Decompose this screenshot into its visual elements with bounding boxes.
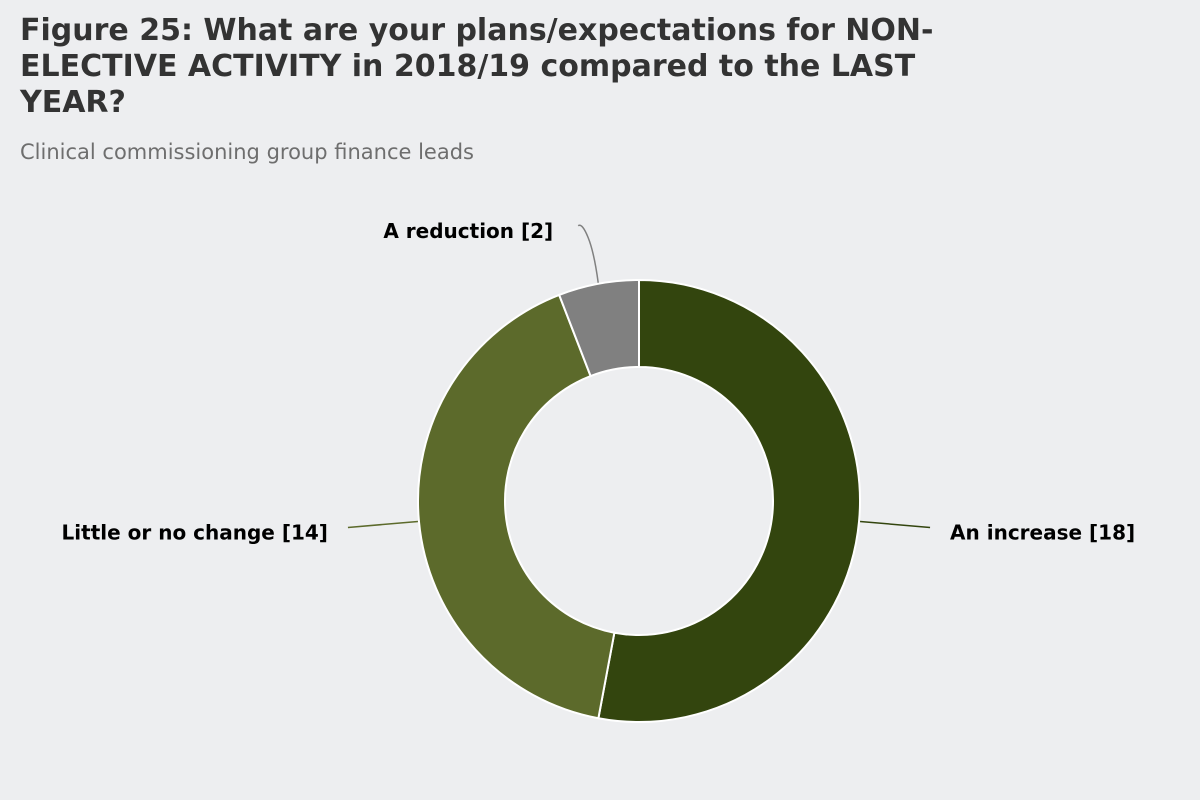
label-an-increase: An increase [18]: [950, 520, 1135, 544]
chart-title: Figure 25: What are your plans/expectati…: [20, 13, 934, 120]
chart-subtitle: Clinical commissioning group finance lea…: [20, 140, 474, 164]
label-little-or-no-change: Little or no change [14]: [62, 520, 328, 544]
leader-line-an-increase: [859, 520, 931, 529]
label-a-reduction: A reduction [2]: [383, 219, 553, 243]
slice-little-or-no-change: [417, 293, 616, 720]
donut-slices: [417, 278, 861, 723]
leader-line-little-or-no-change: [347, 520, 419, 529]
slice-labels: An increase [18] Little or no change [14]…: [62, 219, 1136, 545]
label-leader-lines: [347, 224, 931, 529]
slice-a-reduction: [557, 278, 640, 378]
slice-an-increase: [597, 278, 861, 723]
leader-line-a-reduction: [577, 224, 599, 283]
